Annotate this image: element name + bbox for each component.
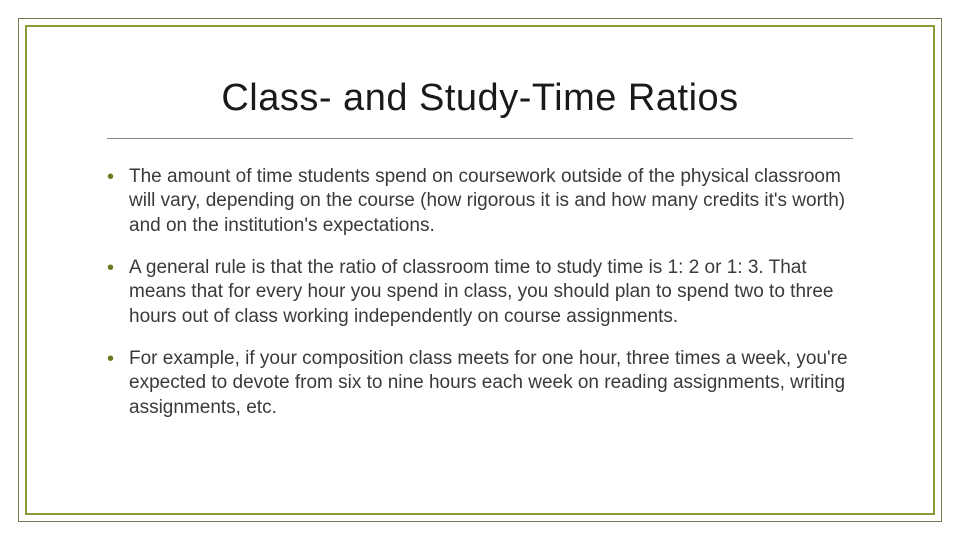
- bullet-item: The amount of time students spend on cou…: [105, 165, 855, 238]
- slide: Class- and Study-Time Ratios The amount …: [0, 0, 960, 540]
- title-divider: [107, 138, 853, 139]
- bullet-list: The amount of time students spend on cou…: [97, 165, 863, 420]
- outer-border: Class- and Study-Time Ratios The amount …: [18, 18, 942, 522]
- inner-border: Class- and Study-Time Ratios The amount …: [25, 25, 935, 515]
- bullet-item: For example, if your composition class m…: [105, 347, 855, 420]
- bullet-item: A general rule is that the ratio of clas…: [105, 256, 855, 329]
- slide-title: Class- and Study-Time Ratios: [97, 77, 863, 120]
